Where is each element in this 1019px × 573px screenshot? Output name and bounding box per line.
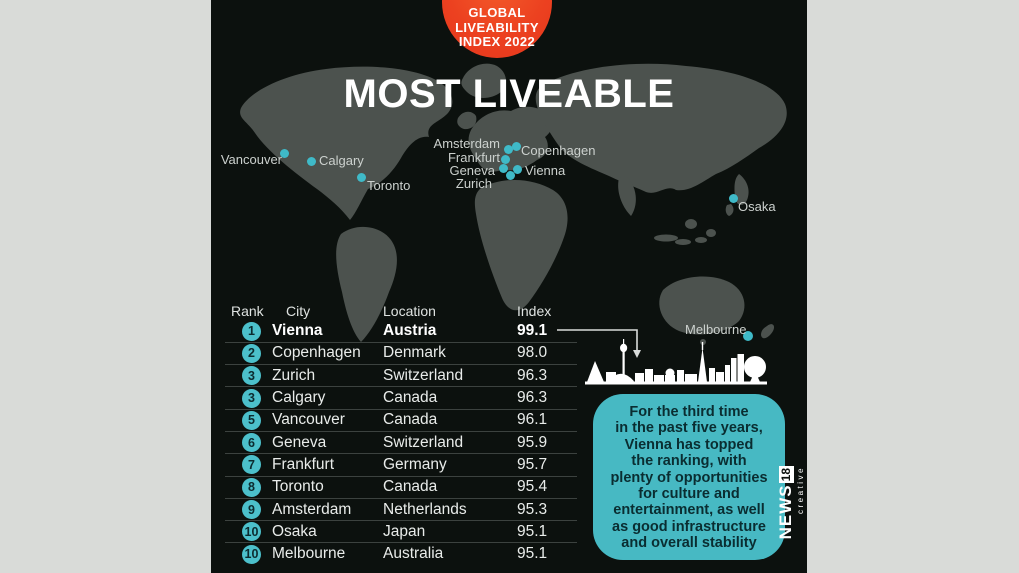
map-label-frankfurt: Frankfurt	[447, 150, 500, 165]
vienna-callout-box: For the third time in the past five year…	[593, 394, 785, 560]
liveability-ranking-table: Rank City Location Index 1 Vienna Austri…	[225, 301, 577, 565]
cell-location: Canada	[383, 389, 438, 407]
city-marker-dot	[306, 156, 316, 166]
cell-city: Melbourne	[272, 545, 346, 563]
logo-creative-label: creative	[796, 466, 805, 515]
cell-location: Australia	[383, 545, 444, 563]
map-label-vienna: Vienna	[525, 163, 566, 178]
rank-badge: 7	[242, 455, 261, 475]
cell-location: Denmark	[383, 344, 446, 362]
page-title: MOST LIVEABLE	[343, 72, 675, 116]
table-row: 3 Calgary Canada 96.3	[225, 386, 577, 408]
cell-index: 99.1	[517, 322, 548, 340]
vienna-skyline-icon	[585, 339, 767, 385]
cell-location: Netherlands	[383, 500, 467, 518]
map-label-toronto: Toronto	[367, 178, 411, 193]
cell-location: Germany	[383, 455, 447, 473]
cell-city: Vienna	[272, 322, 323, 340]
cell-index: 95.1	[517, 545, 548, 563]
column-header-city: City	[286, 302, 311, 319]
rank-badge: 3	[242, 366, 261, 386]
table-row: 7 Frankfurt Germany 95.7	[225, 453, 577, 475]
column-header-location: Location	[383, 302, 436, 319]
rank-badge: 8	[242, 477, 261, 497]
cell-index: 95.3	[517, 500, 548, 518]
rank-badge: 1	[242, 321, 261, 341]
city-marker-dot	[500, 154, 510, 164]
callout-arrow-icon	[557, 329, 641, 358]
rank-badge: 3	[242, 388, 261, 408]
cell-location: Switzerland	[383, 366, 464, 384]
rank-badge: 5	[242, 410, 261, 430]
table-header-row: Rank City Location Index	[225, 301, 577, 321]
world-map	[240, 63, 787, 345]
city-marker-dot	[356, 172, 366, 182]
city-marker-dot	[728, 193, 738, 203]
map-label-vancouver: Vancouver	[220, 152, 282, 167]
table-row: 3 Zurich Switzerland 96.3	[225, 364, 577, 386]
cell-city: Frankfurt	[272, 455, 335, 473]
table-row: 6 Geneva Switzerland 95.9	[225, 430, 577, 453]
table-row: 2 Copenhagen Denmark 98.0	[225, 341, 577, 364]
cell-city: Geneva	[272, 433, 327, 451]
logo-18-badge: 18	[778, 466, 794, 484]
cell-location: Austria	[383, 322, 437, 340]
cell-city: Toronto	[272, 478, 324, 496]
column-header-index: Index	[517, 302, 552, 319]
cell-index: 98.0	[517, 344, 548, 362]
rank-badge: 6	[242, 433, 261, 453]
news18-logo: NEWS 18 creative	[776, 466, 805, 556]
rank-badge: 10	[242, 522, 261, 542]
map-label-copenhagen: Copenhagen	[521, 143, 596, 158]
city-marker-dot	[512, 164, 522, 174]
cell-index: 95.9	[517, 433, 548, 451]
column-header-rank: Rank	[231, 302, 264, 319]
table-row: 5 Vancouver Canada 96.1	[225, 408, 577, 431]
city-marker-dot	[743, 331, 753, 341]
city-marker-dot	[505, 170, 515, 180]
rank-badge: 2	[242, 343, 261, 363]
map-label-amsterdam: Amsterdam	[433, 136, 500, 151]
infographic-canvas: GLOBAL LIVEABILITY INDEX 2022 MOST LIVEA…	[211, 0, 807, 573]
cell-city: Vancouver	[272, 411, 345, 429]
cell-city: Osaka	[272, 522, 317, 540]
cell-index: 96.3	[517, 389, 548, 407]
cell-city: Copenhagen	[272, 344, 361, 362]
cell-city: Calgary	[272, 389, 326, 407]
cell-index: 95.1	[517, 522, 548, 540]
news18-logo-row: NEWS 18	[776, 466, 796, 539]
badge-label: GLOBAL LIVEABILITY INDEX 2022	[455, 5, 539, 49]
cell-location: Switzerland	[383, 433, 464, 451]
cell-index: 95.7	[517, 455, 548, 473]
map-label-melbourne: Melbourne	[685, 322, 747, 337]
table-row: 1 Vienna Austria 99.1	[225, 321, 577, 342]
cell-location: Canada	[383, 478, 438, 496]
city-marker-dot	[279, 148, 289, 158]
cell-location: Canada	[383, 411, 438, 429]
logo-news-label: NEWS	[776, 484, 795, 540]
table-row: 9 Amsterdam Netherlands 95.3	[225, 497, 577, 520]
city-marker-dot	[498, 163, 508, 173]
table-row: 10 Melbourne Australia 95.1	[225, 542, 577, 564]
map-label-geneva: Geneva	[449, 163, 495, 178]
cell-index: 96.1	[517, 411, 548, 429]
rank-badge: 10	[242, 544, 261, 564]
cell-location: Japan	[383, 522, 426, 540]
cell-city: Amsterdam	[272, 500, 352, 518]
cell-index: 96.3	[517, 366, 548, 384]
rank-badge: 9	[242, 500, 261, 520]
city-marker-dot	[503, 144, 513, 154]
map-label-calgary: Calgary	[319, 153, 364, 168]
map-label-osaka: Osaka	[738, 199, 776, 214]
cell-city: Zurich	[272, 366, 316, 384]
city-marker-dot	[511, 141, 521, 151]
cell-index: 95.4	[517, 478, 548, 496]
map-label-zurich: Zurich	[455, 176, 492, 191]
table-row: 8 Toronto Canada 95.4	[225, 475, 577, 498]
table-row: 10 Osaka Japan 95.1	[225, 520, 577, 542]
